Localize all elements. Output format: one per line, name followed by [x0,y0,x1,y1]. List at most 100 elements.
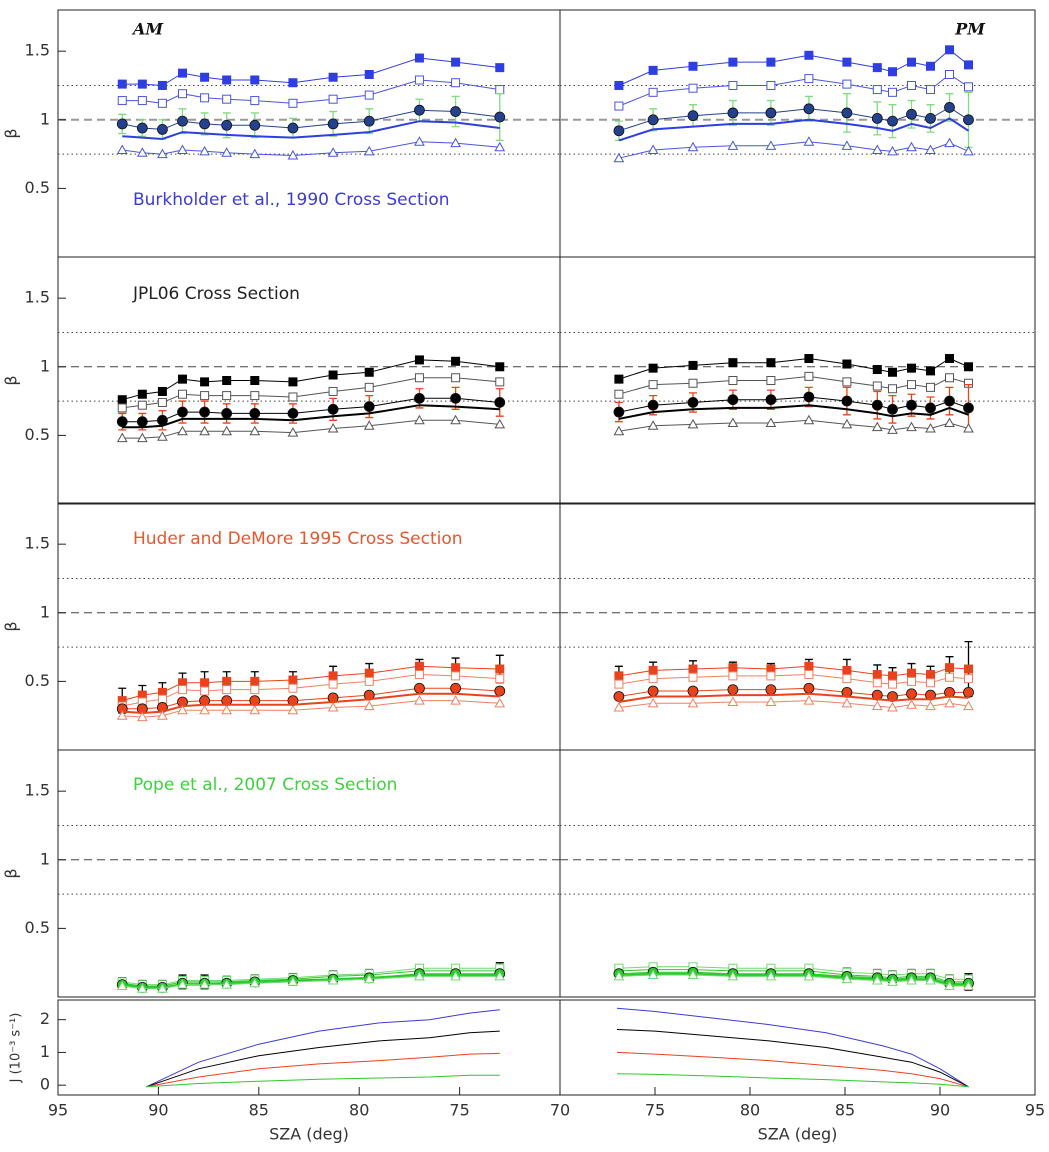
marker [871,975,883,985]
marker [841,395,853,407]
marker [414,414,425,425]
marker [364,69,374,79]
marker [328,72,338,82]
marker [137,690,147,700]
marker [157,148,168,159]
marker [945,69,954,79]
marker [647,969,659,980]
series-line [146,1009,500,1088]
marker [137,400,147,410]
x-tick-label: 75 [449,1101,469,1120]
marker [841,418,853,429]
marker [450,682,461,694]
marker [727,970,739,981]
marker [177,678,187,688]
marker [328,370,338,380]
series-line [618,117,970,142]
marker [117,696,127,706]
marker [963,980,974,991]
marker [888,679,897,689]
marker [944,102,955,113]
marker [221,147,233,157]
marker [963,686,974,698]
series-line [618,357,969,380]
marker [925,975,936,985]
marker [888,367,897,377]
marker [687,697,699,708]
marker [727,107,739,119]
marker [117,96,127,106]
marker [177,68,187,78]
marker [250,96,260,106]
marker [363,973,375,984]
x-axis-label: SZA (deg) [269,1125,349,1144]
marker [495,674,505,684]
marker [765,970,777,981]
x-tick-label: 95 [48,1101,68,1120]
marker [222,376,232,385]
marker [364,367,374,377]
y-tick-label: 0.5 [25,425,50,444]
marker [648,665,658,675]
marker [327,118,339,130]
annotation: JPL06 Cross Section [132,284,300,304]
x-tick-label: 95 [1025,1101,1045,1120]
marker [157,687,167,697]
marker [288,683,298,693]
marker [287,122,299,134]
y-axis-label: β [2,128,21,138]
marker [887,424,898,434]
marker [906,399,917,411]
x-axis-label: SZA (deg) [758,1125,838,1144]
marker [288,78,298,88]
marker [177,979,188,989]
marker [766,358,776,368]
marker [287,149,299,160]
marker [888,67,897,77]
series-line [618,692,969,703]
marker [945,354,954,364]
marker [687,969,699,980]
marker [287,976,299,986]
marker [944,137,955,148]
marker [907,668,916,678]
marker [648,380,658,390]
marker [647,144,659,154]
marker [494,141,506,152]
marker [136,416,148,428]
marker [250,676,260,686]
panel-frame [57,9,561,258]
marker [116,710,128,720]
marker [963,700,974,711]
marker [803,682,815,694]
marker [765,696,777,706]
marker [803,136,815,146]
marker [613,691,625,702]
marker [414,104,425,116]
marker [414,136,425,146]
marker [414,373,424,383]
marker [687,685,699,697]
marker [614,374,624,384]
x-tick-label: 85 [249,1101,269,1120]
marker [872,365,882,375]
marker [157,386,167,396]
y-tick-label: 1.5 [25,781,50,800]
marker [221,979,233,989]
marker [688,83,698,93]
marker [888,384,897,394]
marker [328,671,338,681]
marker [364,382,374,392]
marker [925,402,936,414]
series-line [618,375,969,395]
marker [614,101,624,111]
y-tick-label: 0 [40,1075,50,1094]
marker [728,671,738,681]
y-tick-label: 1.5 [25,534,50,553]
marker [647,114,659,126]
marker [906,688,917,700]
panel-frame [559,502,1036,751]
marker [363,115,375,127]
series-line [146,1074,500,1088]
marker [803,103,815,115]
